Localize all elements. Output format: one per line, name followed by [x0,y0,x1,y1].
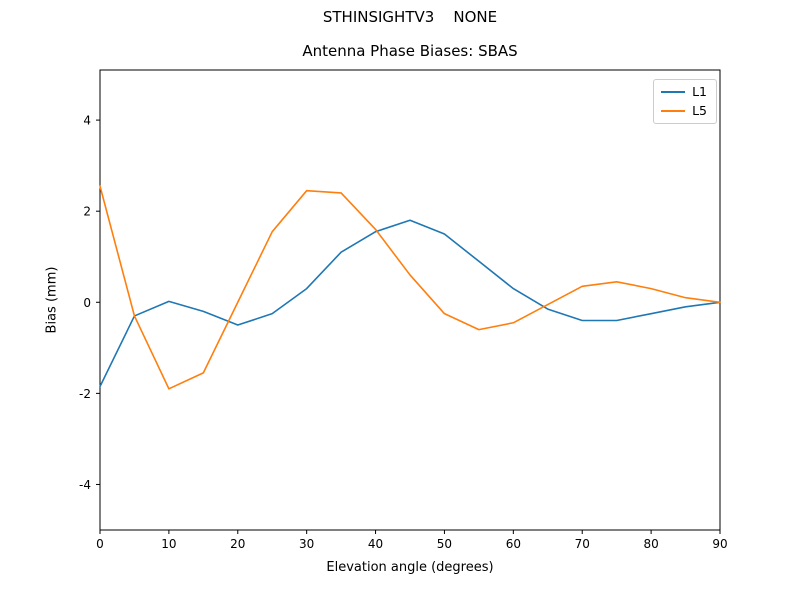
y-tick-label: 2 [83,205,91,219]
legend-item-l1: L1 [661,85,707,99]
x-tick-label: 80 [643,537,658,551]
legend-line-swatch [661,109,686,112]
y-tick-label: 0 [83,296,91,310]
x-tick-label: 20 [230,537,245,551]
legend-label: L5 [692,102,707,118]
x-axis-label: Elevation angle (degrees) [326,560,494,575]
x-tick-label: 90 [712,537,727,551]
x-tick-label: 50 [437,537,452,551]
y-tick-label: -2 [79,387,91,401]
legend-label: L1 [692,84,707,99]
series-line-l1 [99,219,721,388]
y-axis-label: Bias (mm) [44,266,60,334]
chart-title: Antenna Phase Biases: SBAS [302,42,518,60]
x-tick-label: 0 [96,537,104,551]
x-tick-label: 40 [368,537,383,551]
axes-spines [99,69,721,531]
x-tick-label: 30 [299,537,314,551]
y-tick-label: -4 [79,478,91,492]
y-tick-label: 4 [83,114,91,128]
series-line-l5 [99,185,721,390]
legend: L1 L5 [653,79,717,124]
legend-line-swatch [661,90,686,93]
x-tick-label: 70 [575,537,590,551]
legend-item-l5: L5 [661,102,707,118]
figure-suptitle: STHINSIGHTV3 NONE [322,8,498,26]
x-tick-label: 60 [506,537,521,551]
x-tick-label: 10 [161,537,176,551]
